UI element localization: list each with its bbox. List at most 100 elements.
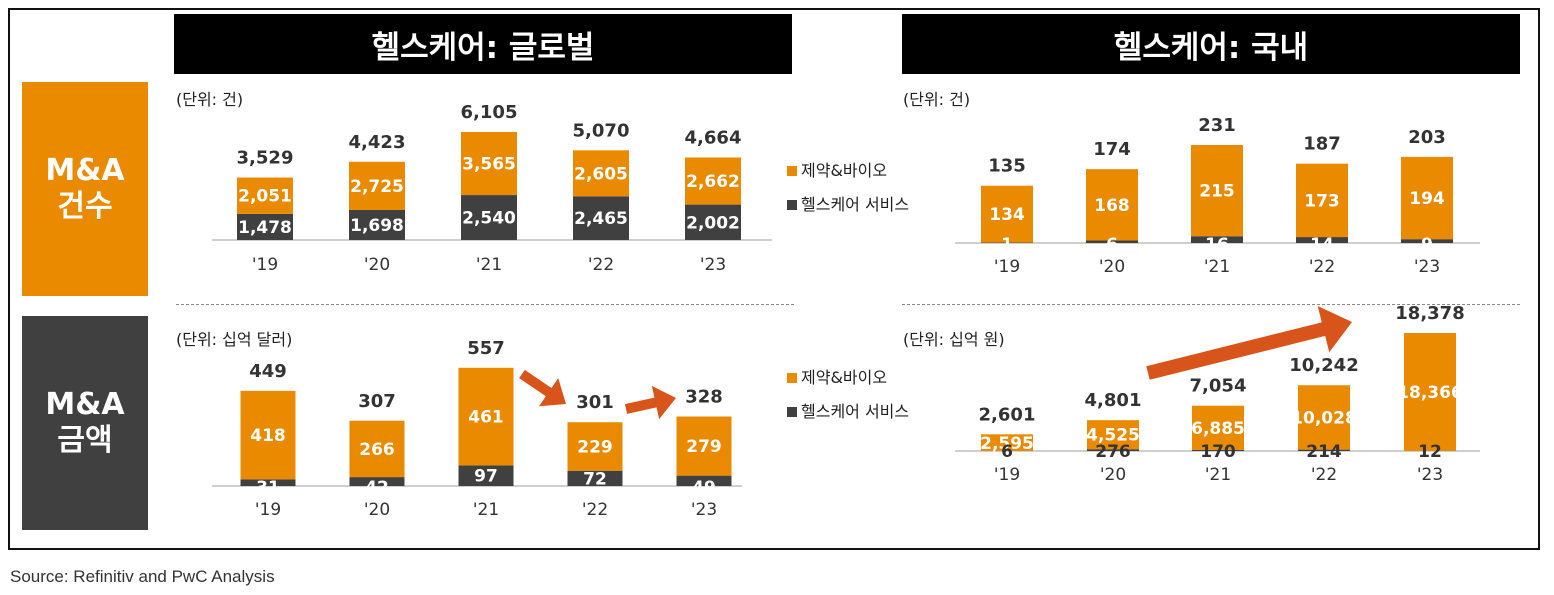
global-count-tick-label-4: '23 [700, 255, 726, 275]
domestic-amount-bar-pharma-1 [1087, 420, 1139, 450]
global-amount-label-service-4: 49 [692, 478, 716, 498]
global-amount-label-total-4: 328 [685, 387, 723, 408]
row-label-count: M&A 건수 [22, 82, 148, 296]
global-amount-tick-label-1: '20 [364, 500, 390, 520]
global-amount-bar-pharma-2 [458, 367, 514, 466]
domestic-count-bar-service-4 [1401, 239, 1453, 243]
global-amount-label-total-1: 307 [358, 391, 396, 412]
global-count-label-service-3: 2,465 [574, 209, 628, 229]
global-count-tick-label-0: '19 [252, 255, 278, 275]
global-amount-label-pharma-1: 266 [359, 440, 395, 460]
global-amount-bar-pharma-3 [567, 422, 623, 471]
global-count-tick-label-3: '22 [588, 255, 614, 275]
domestic-count-label-total-4: 203 [1408, 127, 1446, 148]
domestic-count-label-service-3: 14 [1310, 235, 1334, 255]
domestic-count-bar-pharma-4 [1401, 156, 1453, 240]
global-amount-label-total-0: 449 [249, 361, 287, 382]
domestic-amount-label-total-1: 4,801 [1085, 390, 1142, 411]
global-amount-bar-service-4 [676, 475, 732, 486]
global-amount-legend-label-service: 헬스케어 서비스 [801, 402, 909, 421]
domestic-amount-bar-pharma-0 [981, 434, 1033, 451]
arrow-global-amount-up [624, 385, 676, 420]
global-count-bar-service-4 [685, 204, 741, 240]
arrow-global-amount-down [519, 369, 566, 407]
global-amount-label-service-3: 72 [583, 469, 607, 489]
global-amount-bar-pharma-1 [349, 420, 405, 478]
global-amount-bar-pharma-0 [240, 390, 296, 480]
global-count-label-pharma-2: 3,565 [462, 155, 516, 175]
global-amount-label-pharma-4: 279 [686, 437, 722, 457]
domestic-count-label-service-1: 6 [1106, 235, 1118, 255]
domestic-count-bar-service-1 [1086, 240, 1138, 243]
global-count-label-service-2: 2,540 [462, 209, 516, 229]
domestic-amount-label-total-3: 10,242 [1289, 355, 1358, 376]
global-amount-unit-label: (단위: 십억 달러) [176, 330, 292, 349]
global-count-bar-pharma-4 [685, 157, 741, 205]
global-amount-bar-pharma-4 [676, 416, 732, 476]
domestic-count-tick-label-0: '19 [994, 257, 1020, 277]
domestic-amount-label-pharma-1: 4,525 [1086, 426, 1140, 446]
domestic-count-tick-label-2: '21 [1204, 257, 1230, 277]
domestic-count-label-service-2: 16 [1205, 235, 1229, 255]
global-amount-bar-service-0 [240, 479, 296, 486]
global-count-bar-service-0 [237, 213, 293, 240]
domestic-amount-bar-service-2 [1192, 449, 1244, 451]
global-amount-tick-label-0: '19 [255, 500, 281, 520]
global-count-bar-pharma-0 [237, 177, 293, 214]
domestic-amount-label-service-4: 12 [1418, 442, 1442, 462]
domestic-amount-tick-label-4: '23 [1417, 465, 1443, 485]
global-count-legend-label-pharma: 제약&바이오 [801, 161, 887, 180]
global-count-bar-pharma-2 [461, 132, 517, 196]
global-amount-bar-service-2 [458, 465, 514, 486]
global-count-bar-pharma-1 [349, 161, 405, 210]
domestic-amount-label-service-3: 214 [1306, 442, 1342, 462]
global-amount-tick-label-2: '21 [473, 500, 499, 520]
domestic-amount-bar-pharma-2 [1192, 405, 1244, 450]
global-count-label-service-0: 1,478 [238, 218, 292, 238]
global-amount-tick-label-4: '23 [691, 500, 717, 520]
global-count-legend-label-service: 헬스케어 서비스 [801, 195, 909, 214]
domestic-count-bar-pharma-0 [981, 185, 1033, 243]
global-count-tick-label-1: '20 [364, 255, 390, 275]
domestic-count-label-pharma-1: 168 [1094, 196, 1130, 216]
domestic-count-label-total-3: 187 [1303, 134, 1341, 155]
global-amount-label-pharma-2: 461 [468, 408, 504, 428]
global-count-bar-pharma-3 [573, 150, 629, 197]
global-count-label-service-1: 1,698 [350, 216, 404, 236]
domestic-amount-label-total-0: 2,601 [979, 404, 1036, 425]
global-count-label-service-4: 2,002 [686, 213, 740, 233]
source-note: Source: Refinitiv and PwC Analysis [10, 567, 275, 586]
global-amount-label-service-2: 97 [474, 467, 498, 487]
global-count-legend-swatch-service [787, 200, 797, 210]
global-amount-label-service-1: 42 [365, 478, 389, 498]
domestic-count-label-service-0: 1 [1001, 235, 1013, 255]
global-amount-label-pharma-0: 418 [250, 426, 286, 446]
domestic-count-unit-label: (단위: 건) [903, 90, 970, 109]
global-count-bar-service-2 [461, 195, 517, 240]
global-amount-label-pharma-3: 229 [577, 437, 613, 457]
domestic-count-bar-service-2 [1191, 236, 1243, 243]
domestic-amount-label-total-4: 18,378 [1395, 303, 1464, 324]
domestic-count-bar-pharma-2 [1191, 145, 1243, 237]
row-label-amount-line2: 금액 [57, 423, 113, 458]
domestic-count-bar-pharma-1 [1086, 169, 1138, 241]
domestic-count-bar-service-3 [1296, 237, 1348, 243]
global-amount-legend-label-pharma: 제약&바이오 [801, 368, 887, 387]
domestic-amount-label-pharma-0: 2,595 [980, 434, 1034, 454]
global-count-label-pharma-1: 2,725 [350, 177, 404, 197]
divider-domestic [902, 304, 1520, 305]
header-global: 헬스케어: 글로벌 [174, 14, 792, 74]
global-count-legend-swatch-pharma [787, 166, 797, 176]
header-domestic: 헬스케어: 국내 [902, 14, 1520, 74]
domestic-amount-label-service-0: 6 [1001, 442, 1013, 462]
domestic-amount-bar-service-3 [1298, 449, 1350, 451]
global-count-label-pharma-0: 2,051 [238, 187, 292, 207]
global-amount-tick-label-3: '22 [582, 500, 608, 520]
global-count-label-pharma-3: 2,605 [574, 164, 628, 184]
chart-frame [8, 8, 1540, 550]
domestic-amount-label-pharma-2: 6,885 [1191, 419, 1245, 439]
global-count-label-total-3: 5,070 [573, 120, 630, 141]
global-amount-bar-service-3 [567, 470, 623, 486]
divider-global [176, 304, 794, 305]
